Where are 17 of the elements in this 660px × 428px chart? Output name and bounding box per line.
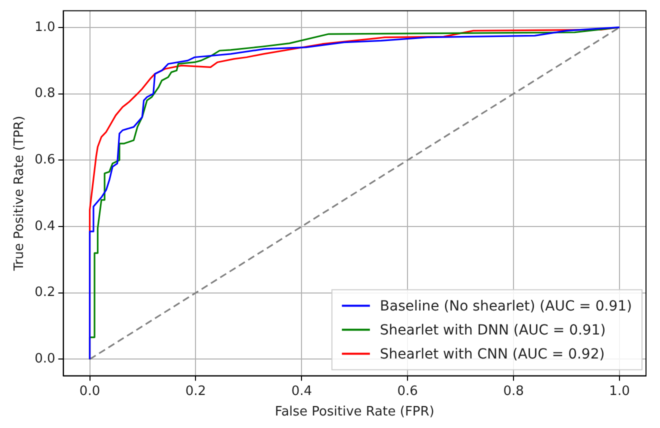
- y-tick-label: 0.2: [34, 285, 56, 300]
- y-tick-label: 0.6: [34, 152, 56, 168]
- y-tick-label: 0.0: [34, 352, 56, 367]
- x-tick-label: 1.0: [609, 384, 630, 399]
- legend-label: Shearlet with DNN (AUC = 0.91): [380, 322, 606, 338]
- y-tick-label: 1.0: [34, 20, 56, 35]
- x-tick-label: 0.2: [185, 384, 206, 399]
- legend-label: Shearlet with CNN (AUC = 0.92): [380, 346, 605, 362]
- legend-label: Baseline (No shearlet) (AUC = 0.91): [380, 298, 632, 314]
- y-tick-label: 0.4: [34, 218, 56, 234]
- y-tick-label: 0.8: [34, 86, 56, 102]
- x-tick-label: 0.4: [291, 384, 312, 399]
- x-tick-label: 0.8: [503, 384, 524, 399]
- y-axis-title: True Positive Rate (TPR): [12, 116, 28, 272]
- x-tick-label: 0.6: [397, 384, 418, 399]
- x-tick-label: 0.0: [79, 384, 100, 399]
- x-axis-title: False Positive Rate (FPR): [274, 404, 434, 420]
